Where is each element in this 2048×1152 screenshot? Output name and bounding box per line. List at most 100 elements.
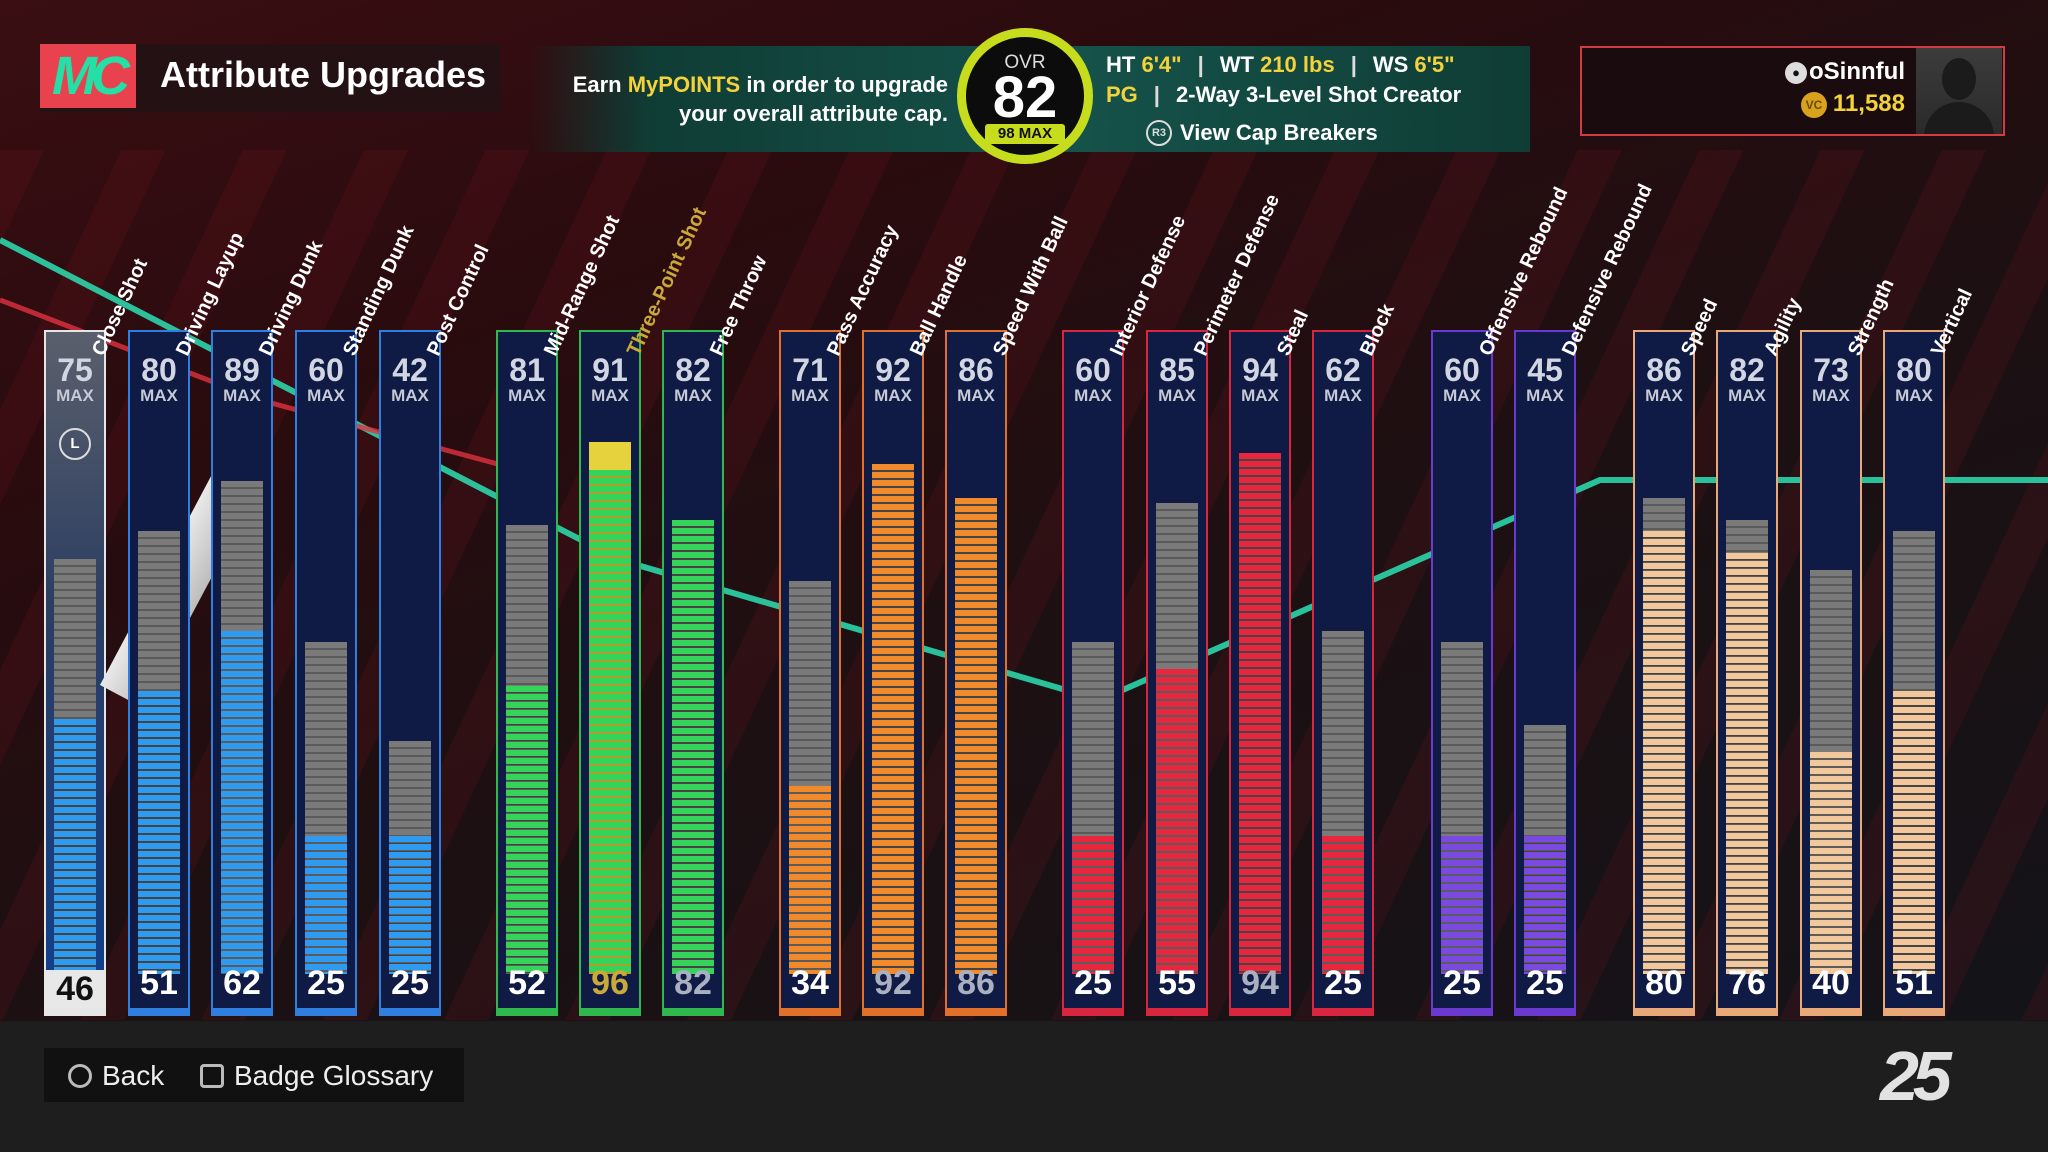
attribute-cap-value: 86: [1646, 352, 1682, 388]
ovr-max-badge: 98 MAX: [985, 124, 1065, 144]
attribute-max-label: MAX: [1241, 386, 1279, 405]
vc-balance: VC 11,588: [1795, 90, 1905, 118]
attribute-current-bar: [955, 497, 997, 974]
attribute-group-strip: [1312, 1008, 1374, 1016]
attribute-current-bar: [1072, 835, 1114, 974]
footer-button-bar: [44, 1048, 464, 1102]
attribute-cap-value: 45: [1527, 352, 1563, 388]
attribute-column[interactable]: 92 MAX Ball Handle 92: [862, 251, 972, 1016]
attribute-column[interactable]: 60 MAX Offensive Rebound 25: [1431, 184, 1572, 1016]
attribute-column[interactable]: 80 MAX Vertical 51: [1883, 285, 1977, 1016]
attribute-cap-value: 71: [792, 352, 828, 388]
attribute-group-strip: [1633, 1008, 1695, 1016]
attribute-group-strip: [1883, 1008, 1945, 1016]
attribute-current-value: 96: [591, 964, 629, 1002]
badge-glossary-button[interactable]: Badge Glossary: [200, 1056, 433, 1096]
ovr-value: 82: [992, 65, 1058, 130]
attribute-current-bar: [389, 835, 431, 974]
avatar: [1916, 48, 2002, 134]
attribute-group-strip: [295, 1008, 357, 1016]
attribute-max-label: MAX: [1158, 386, 1196, 405]
attribute-current-value: 25: [391, 964, 429, 1002]
attribute-current-bar: [138, 691, 180, 974]
attribute-current-value: 25: [1074, 964, 1112, 1002]
circle-button-icon: [68, 1064, 92, 1088]
player-archetype: PG | 2-Way 3-Level Shot Creator: [1106, 82, 1462, 107]
attribute-column[interactable]: 73 MAX Strength 40: [1800, 275, 1899, 1016]
attribute-column[interactable]: 82 MAX Free Throw 82: [662, 252, 771, 1016]
attribute-group-strip: [1800, 1008, 1862, 1016]
attribute-current-value: 82: [674, 964, 712, 1002]
attribute-group-strip: [1431, 1008, 1493, 1016]
attribute-current-bar: [221, 630, 263, 974]
attribute-max-label: MAX: [674, 386, 712, 405]
attribute-current-bar: [305, 835, 347, 974]
back-button[interactable]: Back: [68, 1056, 164, 1096]
page-title: Attribute Upgrades: [160, 54, 487, 95]
attribute-column[interactable]: 80 MAX Driving Layup 51: [128, 229, 248, 1016]
attribute-group-strip: [662, 1008, 724, 1016]
attribute-cap-value: 92: [875, 352, 911, 388]
attribute-name: Free Throw: [706, 252, 772, 360]
attribute-name: Post Control: [423, 241, 494, 360]
attribute-group-strip: [379, 1008, 441, 1016]
attribute-current-bar: [589, 469, 631, 974]
attribute-column[interactable]: 62 MAX Block 25: [1312, 301, 1399, 1016]
attribute-column[interactable]: 71 MAX Pass Accuracy 34: [779, 222, 903, 1016]
attribute-current-value: 52: [508, 964, 546, 1002]
attribute-max-label: MAX: [957, 386, 995, 405]
attribute-column[interactable]: 89 MAX Driving Dunk 62: [211, 237, 328, 1016]
attribute-current-bar: [1726, 552, 1768, 974]
playstation-icon: ●: [1785, 62, 1808, 84]
attribute-max-label: MAX: [1812, 386, 1850, 405]
attribute-column[interactable]: 85 MAX Perimeter Defense 55: [1146, 191, 1284, 1016]
earn-mypoints-text: Earn MyPOINTS in order to upgrade your o…: [572, 72, 948, 126]
username: ● oSinnful: [1780, 58, 1905, 86]
attribute-column[interactable]: 81 MAX Mid-Range Shot 52: [496, 212, 624, 1016]
attribute-cap-value: 86: [958, 352, 994, 388]
attribute-group-strip: [1514, 1008, 1576, 1016]
attribute-column[interactable]: 94 MAX Steal 94: [1229, 307, 1313, 1016]
attribute-column[interactable]: 75 MAX Close Shot 46 L: [44, 255, 260, 1016]
attribute-column[interactable]: 91 MAX Three-Point Shot 96: [579, 204, 711, 1016]
attribute-group-strip: [579, 1008, 641, 1016]
nba2k25-logo: 25: [1880, 1037, 1952, 1115]
attribute-group-strip: [496, 1008, 558, 1016]
attribute-max-label: MAX: [1324, 386, 1362, 405]
attribute-current-bar: [1322, 835, 1364, 974]
attribute-cap-value: 89: [224, 352, 260, 388]
attribute-current-value: 25: [307, 964, 345, 1002]
attribute-column[interactable]: 82 MAX Agility 76: [1716, 295, 1806, 1016]
attribute-cap-value: 80: [141, 352, 177, 388]
attribute-column[interactable]: 60 MAX Interior Defense 25: [1062, 212, 1190, 1016]
view-cap-breakers-button[interactable]: View Cap Breakers: [1180, 120, 1378, 145]
square-button-icon: [200, 1064, 224, 1088]
attribute-current-bar: [1643, 530, 1685, 974]
attribute-max-label: MAX: [591, 386, 629, 405]
attribute-cap-value: 75: [57, 352, 93, 388]
attribute-cap-value: 60: [308, 352, 344, 388]
attribute-max-label: MAX: [1526, 386, 1564, 405]
ovr-label: OVR: [1004, 52, 1046, 73]
attribute-current-value: 25: [1324, 964, 1362, 1002]
attribute-current-bar: [872, 464, 914, 974]
attribute-current-value: 62: [223, 964, 261, 1002]
attribute-column[interactable]: 42 MAX Post Control 25: [379, 241, 494, 1016]
attribute-max-label: MAX: [508, 386, 546, 405]
attribute-current-bar: [1441, 835, 1483, 974]
attribute-current-bar: [1156, 669, 1198, 974]
attribute-cap-value: 80: [1896, 352, 1932, 388]
attribute-column[interactable]: 60 MAX Standing Dunk 25: [295, 222, 419, 1016]
attribute-current-bar: [1893, 691, 1935, 974]
attribute-column[interactable]: 45 MAX Defensive Rebound 25: [1514, 181, 1657, 1016]
attribute-current-value: 51: [140, 964, 178, 1002]
attribute-cap-value: 73: [1813, 352, 1849, 388]
attribute-column[interactable]: 86 MAX Speed 80: [1633, 296, 1722, 1016]
attribute-column[interactable]: 86 MAX Speed With Ball 86: [945, 213, 1073, 1016]
attribute-group-strip: [779, 1008, 841, 1016]
attribute-current-bar: [506, 685, 548, 974]
attribute-current-value: 34: [791, 964, 829, 1002]
r3-button-icon: R3: [1146, 120, 1172, 146]
attribute-current-bar: [672, 519, 714, 974]
attribute-current-value: 92: [874, 964, 912, 1002]
